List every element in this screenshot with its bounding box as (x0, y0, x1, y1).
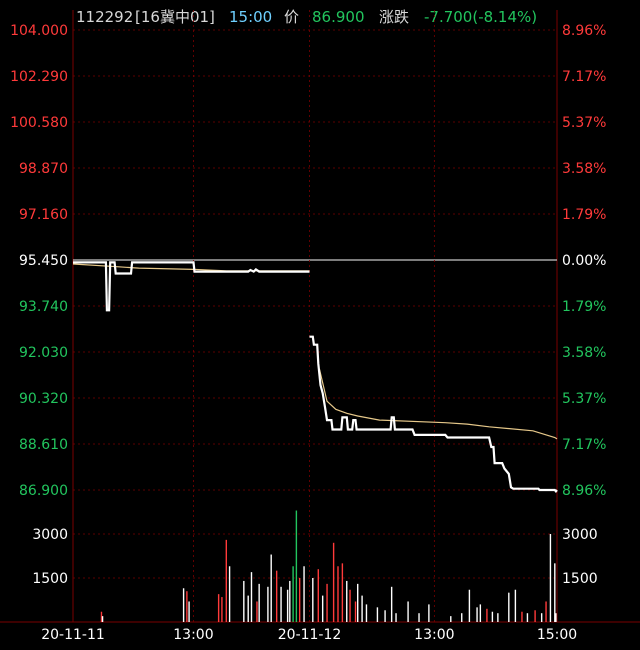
price-tick-label: 100.580 (10, 115, 68, 131)
header-time: 15:00 (229, 8, 272, 26)
volume-tick-left: 3000 (32, 527, 68, 543)
header-price-value: 86.900 (312, 8, 365, 26)
time-tick-label: 13:00 (414, 627, 454, 643)
percent-tick-label: 3.58% (562, 161, 606, 177)
volume-axis-labels: 3000 3000 1500 1500 (32, 527, 597, 587)
price-lines (72, 261, 558, 494)
price-axis-labels: 104.000 102.290 100.580 98.870 97.160 95.450 9… (10, 23, 68, 499)
percent-tick-label: 3.58% (562, 345, 606, 361)
time-tick-label: 15:00 (537, 627, 577, 643)
time-tick-label: 20-11-11 (41, 627, 105, 643)
percent-tick-label: 5.37% (562, 391, 606, 407)
header-code: 112292 (76, 8, 133, 26)
volume-tick-right: 1500 (562, 571, 598, 587)
percent-tick-label: 8.96% (562, 483, 606, 499)
price-line (73, 261, 310, 312)
price-tick-label: 92.030 (19, 345, 68, 361)
percent-tick-label: 5.37% (562, 115, 606, 131)
price-line (309, 335, 558, 494)
percent-tick-label: 8.96% (562, 23, 606, 39)
percent-axis-labels: 8.96% 7.17% 5.37% 3.58% 1.79% 0.00% 1.79% 3.58%… (562, 23, 606, 499)
percent-tick-label: 7.17% (562, 437, 606, 453)
volume-tick-right: 3000 (562, 527, 598, 543)
percent-tick-label: 0.00% (562, 253, 606, 269)
header-price-label: 价 (284, 8, 299, 26)
grid (0, 10, 640, 623)
price-tick-label: 93.740 (19, 299, 68, 315)
price-tick-label: 86.900 (19, 483, 68, 499)
average-line (318, 368, 558, 440)
price-tick-label: 98.870 (19, 161, 68, 177)
percent-tick-label: 1.79% (562, 207, 606, 223)
price-tick-label: 97.160 (19, 207, 68, 223)
percent-tick-label: 1.79% (562, 299, 606, 315)
header-change-label: 涨跌 (379, 8, 409, 26)
header-name: [16冀中01] (135, 8, 215, 26)
percent-tick-label: 7.17% (562, 69, 606, 85)
price-tick-label: 88.610 (19, 437, 68, 453)
price-tick-label: 102.290 (10, 69, 68, 85)
header-change-value: -7.700(-8.14%) (424, 8, 537, 26)
price-tick-label: 90.320 (19, 391, 68, 407)
time-tick-label: 13:00 (173, 627, 213, 643)
price-tick-label: 95.450 (19, 253, 68, 269)
time-tick-label: 20-11-12 (278, 627, 342, 643)
volume-tick-left: 1500 (32, 571, 68, 587)
time-axis-labels: 20-11-11 13:00 20-11-12 13:00 15:00 (41, 627, 577, 643)
price-tick-label: 104.000 (10, 23, 68, 39)
volume-bars (100, 510, 557, 622)
